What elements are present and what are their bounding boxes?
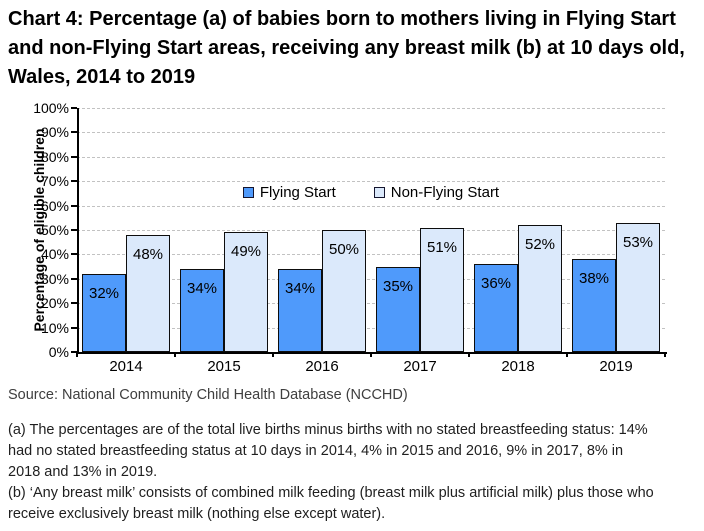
bar-value-label: 32% bbox=[88, 284, 120, 302]
bar-flying-start-2014 bbox=[82, 273, 126, 352]
bar-value-label: 34% bbox=[186, 280, 218, 298]
y-tick-label-0: 0% bbox=[48, 344, 69, 360]
legend-label: Non-Flying Start bbox=[390, 184, 500, 201]
bar-flying-start-2019 bbox=[572, 259, 616, 352]
plot-area: 32% 48% 34% 49% 34% 50% 35% 51% 36% 52% 38% 53% Fly… bbox=[77, 108, 665, 352]
x-tick-mark-5 bbox=[566, 352, 568, 357]
source-note: Source: National Community Child Health … bbox=[8, 387, 408, 403]
bar-flying-start-2015 bbox=[180, 269, 224, 352]
gridline-20 bbox=[77, 303, 665, 305]
legend-swatch-icon bbox=[373, 187, 385, 198]
gridline-90 bbox=[77, 132, 665, 134]
y-tick-mark-20 bbox=[71, 302, 77, 305]
legend-label: Flying Start bbox=[259, 184, 336, 201]
x-axis-label-2017: 2017 bbox=[403, 358, 437, 375]
x-tick-mark-3 bbox=[370, 352, 372, 357]
bar-non-flying-start-2018 bbox=[518, 225, 562, 352]
x-tick-mark-6 bbox=[664, 352, 666, 357]
bar-flying-start-2018 bbox=[474, 264, 518, 352]
bar-flying-start-2016 bbox=[278, 269, 322, 352]
y-tick-mark-60 bbox=[71, 204, 77, 207]
footnote-a: (a) The percentages are of the total liv… bbox=[8, 422, 648, 480]
gridline-10 bbox=[77, 327, 665, 329]
x-tick-mark-2 bbox=[272, 352, 274, 357]
bar-non-flying-start-2016 bbox=[322, 230, 366, 352]
x-axis-label-2016: 2016 bbox=[305, 358, 339, 375]
bar-value-label: 49% bbox=[230, 243, 262, 261]
y-tick-mark-100 bbox=[71, 107, 77, 109]
y-tick-mark-30 bbox=[71, 277, 77, 280]
y-tick-label-50: 50% bbox=[40, 222, 69, 238]
x-axis-label-2015: 2015 bbox=[207, 358, 241, 375]
bar-value-label: 38% bbox=[578, 270, 610, 288]
bar-non-flying-start-2017 bbox=[420, 227, 464, 352]
gridline-50 bbox=[77, 230, 665, 231]
gridline-60 bbox=[77, 205, 665, 207]
legend-swatch-icon bbox=[242, 187, 254, 198]
bar-value-label: 35% bbox=[382, 277, 414, 295]
y-tick-label-40: 40% bbox=[40, 246, 69, 263]
bar-chart: Percentage of eligible children 32% 48% 34… bbox=[0, 100, 704, 388]
y-tick-mark-90 bbox=[71, 131, 77, 134]
gridline-30 bbox=[77, 278, 665, 280]
legend-item-flying-start: Flying Start bbox=[242, 184, 336, 201]
gridline-100 bbox=[77, 108, 665, 109]
x-tick-mark-4 bbox=[468, 352, 470, 357]
chart-legend: Flying Start Non-Flying Start bbox=[77, 184, 665, 201]
y-tick-mark-70 bbox=[71, 180, 77, 183]
y-axis-line bbox=[77, 108, 79, 354]
bar-non-flying-start-2015 bbox=[224, 232, 268, 352]
y-tick-label-30: 30% bbox=[40, 270, 69, 287]
bar-value-label: 52% bbox=[524, 236, 556, 254]
gridline-80 bbox=[77, 156, 665, 158]
y-tick-label-80: 80% bbox=[40, 148, 69, 165]
y-tick-mark-40 bbox=[71, 253, 77, 256]
legend-item-non-flying-start: Non-Flying Start bbox=[373, 184, 500, 201]
bar-non-flying-start-2019 bbox=[616, 222, 660, 352]
y-tick-label-100: 100% bbox=[33, 100, 69, 116]
y-tick-label-60: 60% bbox=[40, 197, 69, 214]
x-tick-mark-0 bbox=[76, 352, 78, 357]
y-tick-mark-10 bbox=[71, 326, 77, 329]
chart-title: Chart 4: Percentage (a) of babies born t… bbox=[8, 8, 685, 88]
y-tick-mark-0 bbox=[71, 351, 77, 353]
bar-value-label: 34% bbox=[284, 280, 316, 298]
y-tick-mark-50 bbox=[71, 229, 77, 231]
x-axis-label-2019: 2019 bbox=[599, 358, 633, 375]
y-tick-label-90: 90% bbox=[40, 124, 69, 141]
x-tick-mark-1 bbox=[174, 352, 176, 357]
x-axis-label-2014: 2014 bbox=[109, 358, 143, 375]
bar-flying-start-2017 bbox=[376, 266, 420, 352]
gridline-40 bbox=[77, 254, 665, 256]
footnotes: (a) The percentages are of the total liv… bbox=[8, 420, 656, 525]
x-axis-label-2018: 2018 bbox=[501, 358, 535, 375]
y-tick-label-10: 10% bbox=[40, 319, 69, 336]
bar-value-label: 48% bbox=[132, 245, 164, 263]
footnote-b: (b) ‘Any breast milk’ consists of combin… bbox=[8, 485, 654, 522]
x-axis-line bbox=[77, 352, 667, 354]
bar-non-flying-start-2014 bbox=[126, 234, 170, 352]
bar-value-label: 36% bbox=[480, 275, 512, 293]
y-tick-label-20: 20% bbox=[40, 295, 69, 312]
bar-value-label: 50% bbox=[328, 241, 360, 258]
bar-value-label: 53% bbox=[622, 233, 654, 251]
bar-value-label: 51% bbox=[426, 238, 458, 256]
y-tick-mark-80 bbox=[71, 155, 77, 158]
gridline-70 bbox=[77, 181, 665, 183]
y-tick-label-70: 70% bbox=[40, 173, 69, 190]
